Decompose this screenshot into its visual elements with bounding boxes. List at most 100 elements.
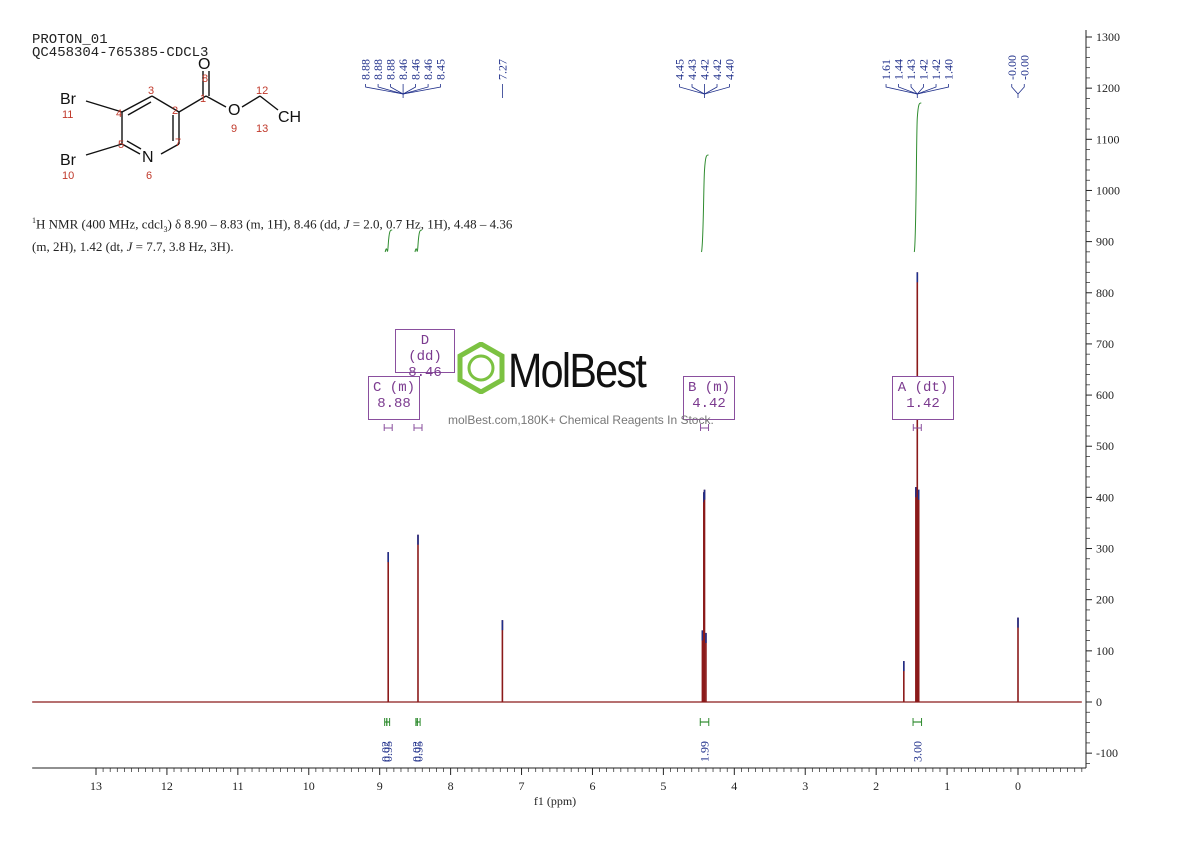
integral-value: 0.95 [381,741,395,762]
experiment-name: PROTON_01 [32,32,108,48]
peak-shift-label: 8.46 [396,59,410,80]
integral-curve [414,229,423,253]
atom-number: 5 [118,139,124,151]
peak-shift-label: 8.88 [359,59,373,80]
x-tick-label: 6 [589,779,595,793]
atom-number: 7 [175,137,181,149]
y-tick-label: 1100 [1096,132,1120,146]
x-tick-label: 5 [660,779,666,793]
x-tick-label: 4 [731,779,737,793]
y-tick-label: 300 [1096,542,1114,556]
x-tick-label: 3 [802,779,808,793]
y-tick-label: 1300 [1096,30,1120,44]
peak-connector [1017,84,1025,95]
peak-connector [898,84,918,95]
peak-connector [704,84,730,95]
y-tick-label: 600 [1096,388,1114,402]
peak-shift-label: 8.46 [421,59,435,80]
peak-connector [917,84,949,95]
x-tick-label: 11 [232,779,244,793]
atom-number: 6 [146,170,152,182]
peak-shift-label: 4.43 [685,59,699,80]
peak-shift-label: 1.44 [892,59,906,80]
peak-shift-label: 1.61 [879,59,893,80]
integral-curve [701,154,709,253]
peak-shift-label: -0.00 [1017,55,1031,80]
peak-connector [917,84,937,95]
ester-oxygen: O [228,102,240,119]
peak-connector [679,84,705,95]
atom-number: 12 [256,85,268,97]
y-tick-label: 1200 [1096,81,1120,95]
x-tick-label: 8 [448,779,454,793]
peak-shift-label: 8.46 [409,59,423,80]
integral-curve [913,102,922,253]
x-tick-label: 2 [873,779,879,793]
peak-shift-label: 1.42 [929,59,943,80]
y-tick-label: 900 [1096,235,1114,249]
peak-connector [1011,84,1019,95]
multiplet-label-a: A (dt) 1.42 [892,376,954,420]
peak-shift-label: 8.88 [384,59,398,80]
peak-shift-label: 8.45 [434,59,448,80]
peak-shift-label: 4.42 [698,59,712,80]
ring-nitrogen: N [142,149,154,166]
atom-number: 13 [256,123,268,135]
integral-value: 0.95 [412,741,426,762]
peak-connector [910,84,918,95]
x-tick-label: 7 [519,779,525,793]
molecule-structure: O O N Br Br CH3 8 1 3 2 11 4 9 12 13 7 5… [60,56,300,182]
atom-number: 4 [116,108,122,120]
bromine-top: Br [60,91,77,108]
y-tick-label: 200 [1096,593,1114,607]
x-axis-label: f1 (ppm) [534,794,576,808]
peak-connector [691,84,705,95]
nmr-description: 1H NMR (400 MHz, cdcl3) δ 8.90 – 8.83 (m… [32,216,513,254]
multiplet-label-b: B (m) 4.42 [683,376,735,420]
peak-connector [377,84,404,95]
y-tick-label: 500 [1096,439,1114,453]
x-tick-label: 1 [944,779,950,793]
integral-value: 0.02 [379,741,393,762]
integral-value: 3.00 [910,741,924,762]
peak-shift-label: 8.88 [371,59,385,80]
y-tick-label: 800 [1096,286,1114,300]
peak-shift-label: 4.42 [710,59,724,80]
atom-number: 8 [202,73,208,85]
y-tick-label: 0 [1096,695,1102,709]
y-tick-label: -100 [1096,746,1118,760]
x-tick-label: 9 [377,779,383,793]
y-tick-label: 100 [1096,644,1114,658]
peak-shift-label: -0.00 [1005,55,1019,80]
y-tick-label: 400 [1096,490,1114,504]
peak-shift-label: 4.40 [723,59,737,80]
x-tick-label: 0 [1015,779,1021,793]
x-tick-label: 13 [90,779,102,793]
atom-number: 11 [62,109,73,121]
peak-shift-label: 4.45 [673,59,687,80]
peak-connector [916,84,924,95]
atom-number: 3 [148,85,154,97]
watermark-brand: MolBest [508,345,647,398]
methyl-group: CH3 [278,109,300,129]
atom-number: 10 [62,170,74,182]
peak-shift-label: 1.43 [904,59,918,80]
x-tick-label: 12 [161,779,173,793]
y-tick-label: 1000 [1096,183,1120,197]
carbonyl-oxygen: O [198,56,210,73]
y-tick-label: 700 [1096,337,1114,351]
peak-shift-label: 1.40 [942,59,956,80]
peak-shift-label: 1.42 [917,59,931,80]
atom-number: 1 [200,93,206,105]
atom-number: 9 [231,123,237,135]
multiplet-label-c: C (m) 8.88 [368,376,420,420]
molbest-logo-icon [457,342,505,394]
peak-connector [365,84,404,95]
multiplet-label-d: D (dd) 8.46 [395,329,455,381]
watermark-tagline: molBest.com,180K+ Chemical Reagents In S… [448,413,714,427]
peak-connector [402,84,416,95]
peak-connector [885,84,918,95]
peak-connector [403,84,441,95]
integral-curve [384,229,393,253]
